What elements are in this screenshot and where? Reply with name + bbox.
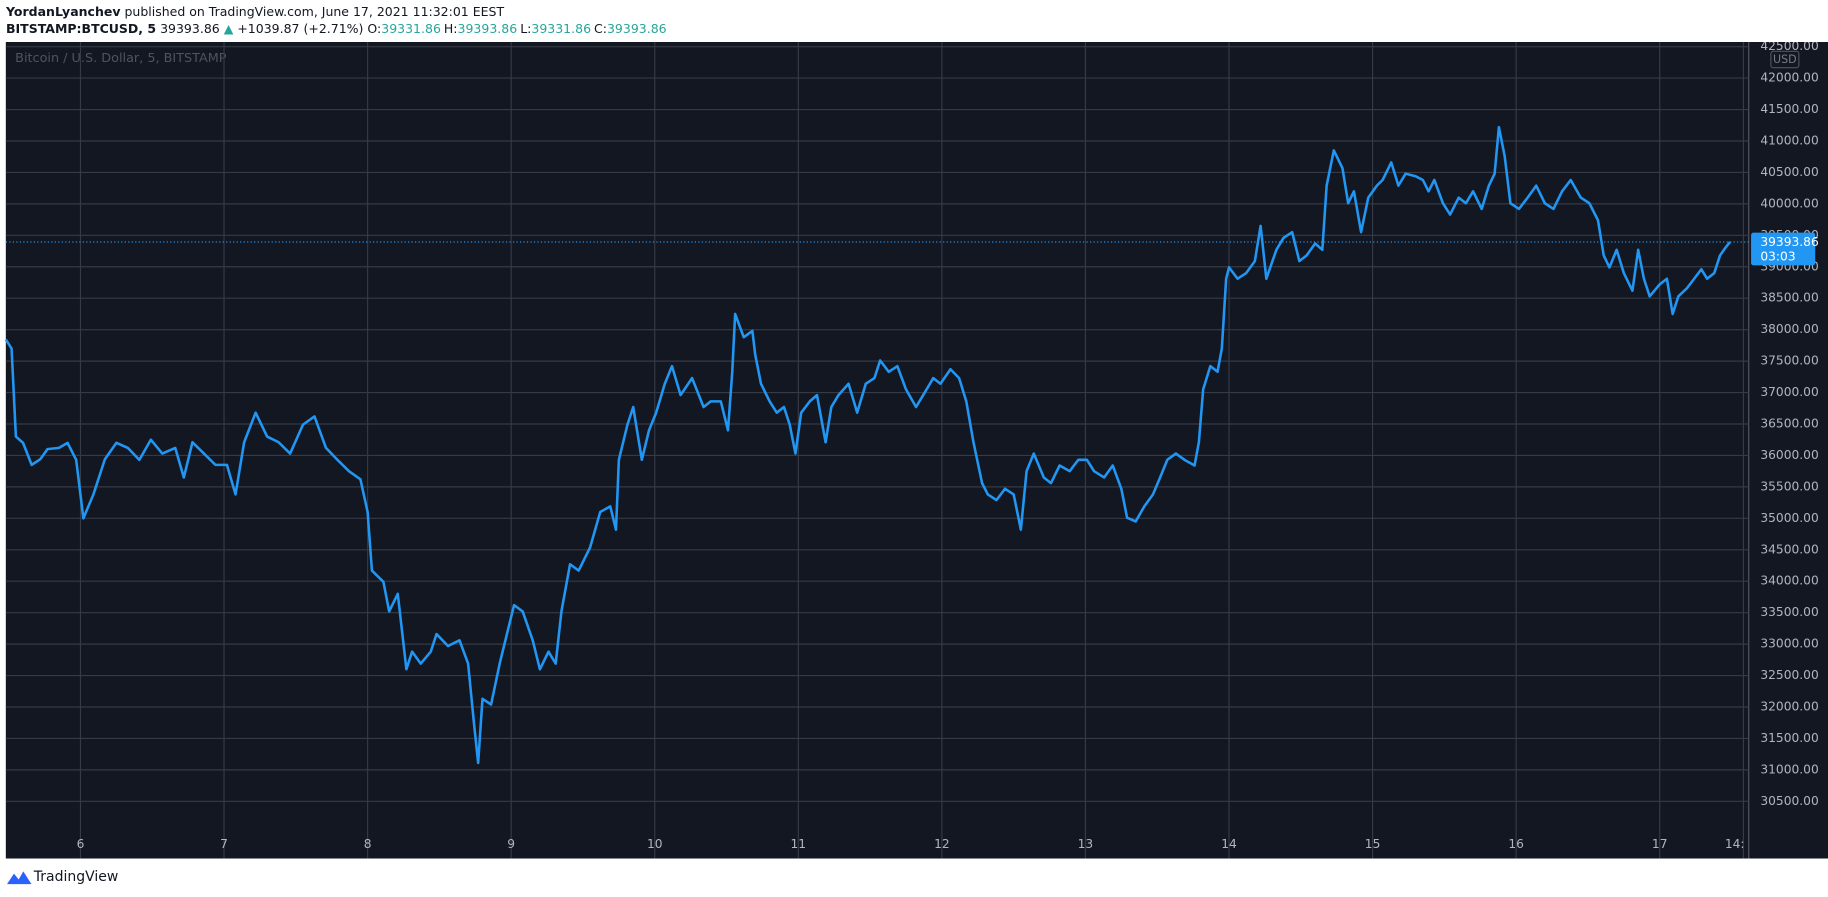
chart: Bitcoin / U.S. Dollar, 5, BITSTAMP USD 3… bbox=[4, 39, 1828, 885]
x-tick-label: 8 bbox=[364, 837, 372, 851]
arrow: ▲ bbox=[223, 21, 234, 36]
y-tick-label: 34500.00 bbox=[1760, 542, 1818, 556]
last-price-label: 39393.86 bbox=[1760, 235, 1819, 249]
header-line: YordanLyanchev published on TradingView.… bbox=[6, 3, 1828, 20]
y-tick-label: 32000.00 bbox=[1760, 700, 1818, 714]
ohlc-value: 39393.86 bbox=[457, 21, 518, 36]
y-tick-label: 34000.00 bbox=[1760, 574, 1818, 588]
y-tick-label: 31500.00 bbox=[1760, 731, 1818, 745]
y-tick-label: 35500.00 bbox=[1760, 479, 1818, 493]
y-tick-label: 35000.00 bbox=[1760, 511, 1818, 525]
last-price-box bbox=[1751, 232, 1816, 266]
x-tick-label: 10 bbox=[647, 837, 663, 851]
symbol: BITSTAMP:BTCUSD, 5 bbox=[6, 21, 157, 36]
author: YordanLyanchev bbox=[6, 4, 121, 19]
axis-labels: 30500.00 31000.00 31500.00 32000.00 32500.00… bbox=[77, 39, 1819, 851]
y-tick-label: 38000.00 bbox=[1760, 322, 1818, 336]
grid bbox=[5, 42, 1749, 859]
x-tick-label: 14 bbox=[1221, 837, 1237, 851]
y-tick-label: 40500.00 bbox=[1760, 165, 1818, 179]
y-tick-label: 33500.00 bbox=[1760, 605, 1818, 619]
x-tick-label: 9 bbox=[507, 837, 515, 851]
y-tick-label: 36000.00 bbox=[1760, 448, 1818, 462]
published: published on TradingView.com, June 17, 2… bbox=[124, 4, 505, 19]
ohlc-value: 39331.86 bbox=[381, 21, 441, 36]
ohlc: O:39331.86 H:39393.86 L:39331.86 C:39393.86 bbox=[363, 21, 666, 36]
watermark: Bitcoin / U.S. Dollar, 5, BITSTAMP bbox=[15, 51, 227, 66]
y-tick-label: 41500.00 bbox=[1760, 102, 1818, 116]
x-tick-label: 13 bbox=[1078, 837, 1094, 851]
ohlc-label: L: bbox=[520, 21, 532, 36]
x-tick-label: 11 bbox=[791, 837, 807, 851]
y-tick-label: 32500.00 bbox=[1760, 668, 1818, 682]
ohlc-label: C: bbox=[594, 21, 607, 36]
currency: USD bbox=[1773, 53, 1797, 66]
change: +1039.87 (+2.71%) bbox=[237, 21, 364, 36]
y-tick-label: 42500.00 bbox=[1760, 42, 1818, 53]
ohlc-label: H: bbox=[443, 21, 458, 36]
x-tick-label: 15 bbox=[1365, 837, 1381, 851]
y-tick-label: 37000.00 bbox=[1760, 385, 1818, 399]
y-tick-label: 41000.00 bbox=[1760, 133, 1818, 147]
y-tick-label: 33000.00 bbox=[1760, 637, 1818, 651]
x-tick-label: 14: bbox=[1725, 837, 1745, 851]
y-tick-label: 37500.00 bbox=[1760, 354, 1818, 368]
x-tick-label: 6 bbox=[77, 837, 85, 851]
x-tick-label: 17 bbox=[1652, 837, 1668, 851]
symbol-line: BITSTAMP:BTCUSD, 5 39393.86 ▲ +1039.87 (… bbox=[6, 20, 1828, 37]
x-tick-label: 16 bbox=[1508, 837, 1524, 851]
last: 39393.86 bbox=[160, 21, 220, 36]
x-tick-label: 12 bbox=[934, 837, 950, 851]
footer-logo bbox=[6, 871, 32, 885]
y-tick-label: 36500.00 bbox=[1760, 416, 1818, 430]
chart-background bbox=[5, 42, 1828, 859]
currency-box bbox=[1770, 50, 1800, 69]
price-line bbox=[4, 125, 1732, 765]
y-tick-label: 30500.00 bbox=[1760, 794, 1818, 808]
y-tick-label: 31000.00 bbox=[1760, 762, 1818, 776]
ohlc-value: 39393.86 bbox=[606, 21, 667, 36]
header: YordanLyanchev published on TradingView.… bbox=[0, 0, 1828, 42]
countdown: 03:03 bbox=[1760, 250, 1795, 264]
footer-text: TradingView bbox=[33, 869, 118, 885]
y-tick-label: 40000.00 bbox=[1760, 196, 1818, 210]
ohlc-label: O: bbox=[367, 21, 382, 36]
footer: TradingView bbox=[6, 869, 118, 885]
ohlc-value: 39331.86 bbox=[531, 21, 592, 36]
y-tick-label: 42000.00 bbox=[1760, 71, 1818, 85]
y-tick-label: 38500.00 bbox=[1760, 291, 1818, 305]
x-tick-label: 7 bbox=[220, 837, 228, 851]
